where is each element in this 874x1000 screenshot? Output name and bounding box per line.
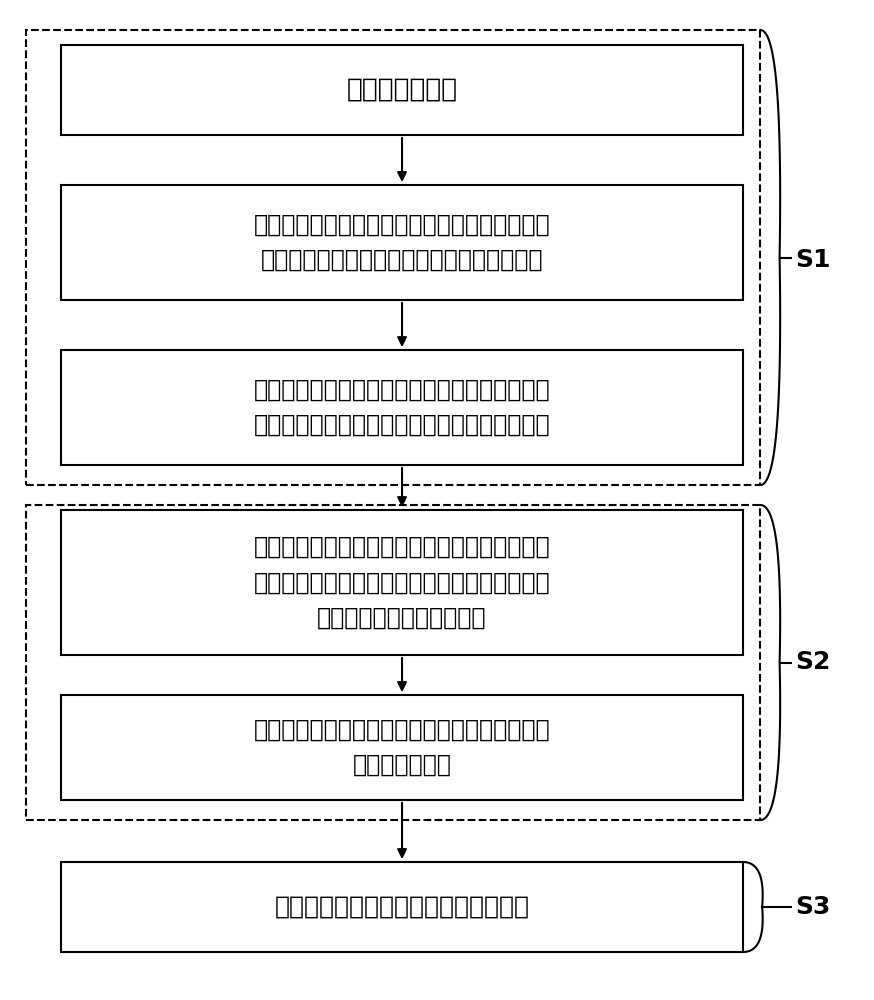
Bar	[61, 695, 743, 800]
Text: 将上内芯和上外模组装于下模具上，并将不同尺
寸的织物预浸料依次铺贴于整个模具型腔凹面上: 将上内芯和上外模组装于下模具上，并将不同尺 寸的织物预浸料依次铺贴于整个模具型腔…	[253, 378, 551, 437]
Bar	[61, 45, 743, 135]
Text: 裁切织物预浸料: 裁切织物预浸料	[346, 77, 458, 103]
Bar	[61, 510, 743, 655]
Text: 分离整个模具，完成产品与模具的脱模: 分离整个模具，完成产品与模具的脱模	[274, 895, 530, 919]
Text: 将真空袋整体放入热压罐中，接好真空管路，抽
真空并加热固化: 将真空袋整体放入热压罐中，接好真空管路，抽 真空并加热固化	[253, 718, 551, 777]
Text: S1: S1	[795, 248, 831, 272]
Text: S3: S3	[795, 895, 830, 919]
Bar	[26, 30, 760, 485]
Bar	[61, 862, 743, 952]
Bar	[61, 350, 743, 465]
Bar	[61, 185, 743, 300]
Bar	[26, 505, 760, 820]
Text: 在织物预浸料铺贴区域铺上隔离膜、脱模布，并
将纳米材料改性的硅胶软模放在产品内表面，最
后放入透气毡装入真空袋中: 在织物预浸料铺贴区域铺上隔离膜、脱模布，并 将纳米材料改性的硅胶软模放在产品内表…	[253, 535, 551, 630]
Text: S2: S2	[795, 650, 830, 674]
Text: 将下内芯和下外模组装得到下模具，并将不同尺
寸的织物预浸料依次铺贴于下模具型腔凹面上: 将下内芯和下外模组装得到下模具，并将不同尺 寸的织物预浸料依次铺贴于下模具型腔凹…	[253, 213, 551, 272]
